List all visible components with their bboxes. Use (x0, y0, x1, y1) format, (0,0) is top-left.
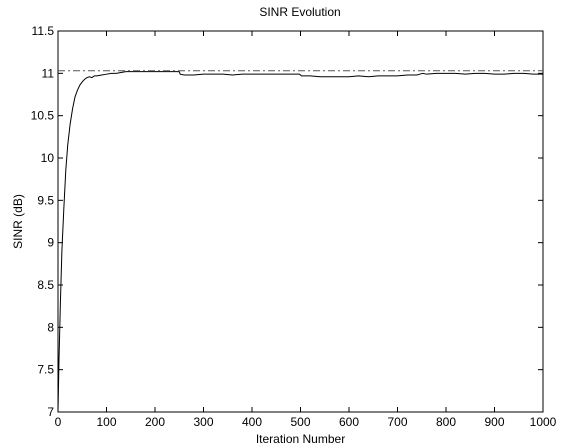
y-tick-label: 8.5 (37, 278, 54, 292)
x-tick-label: 0 (55, 415, 62, 429)
y-tick-label: 7.5 (37, 363, 54, 377)
x-tick-label: 300 (193, 415, 213, 429)
y-axis-title: SINR (dB) (11, 194, 25, 249)
y-tick-label: 8 (47, 320, 54, 334)
x-tick-label: 200 (145, 415, 165, 429)
x-tick-label: 100 (96, 415, 116, 429)
y-tick-label: 10 (41, 151, 55, 165)
y-tick-label: 11.5 (32, 24, 55, 38)
x-axis-title: Iteration Number (256, 432, 345, 446)
x-axis: 0 100 200 300 400 500 600 700 800 900 1000 (55, 31, 557, 429)
x-tick-label: 600 (339, 415, 359, 429)
y-tick-label: 7 (47, 405, 54, 419)
y-axis: 7 7.5 8 8.5 9 9.5 10 10.5 11 11.5 (31, 24, 543, 419)
y-tick-label: 9.5 (37, 193, 54, 207)
x-tick-label: 900 (484, 415, 504, 429)
x-tick-label: 800 (436, 415, 456, 429)
sinr-line (57, 71, 543, 413)
chart-title: SINR Evolution (259, 5, 340, 19)
y-tick-label: 11 (42, 66, 55, 80)
x-tick-label: 700 (387, 415, 407, 429)
y-tick-label: 9 (47, 236, 54, 250)
x-tick-label: 500 (290, 415, 310, 429)
plot-area (57, 30, 544, 413)
plot-frame (57, 30, 544, 413)
y-tick-label: 10.5 (31, 109, 55, 123)
x-tick-label: 1000 (530, 415, 557, 429)
series-layer (57, 70, 543, 413)
x-tick-label: 400 (242, 415, 262, 429)
